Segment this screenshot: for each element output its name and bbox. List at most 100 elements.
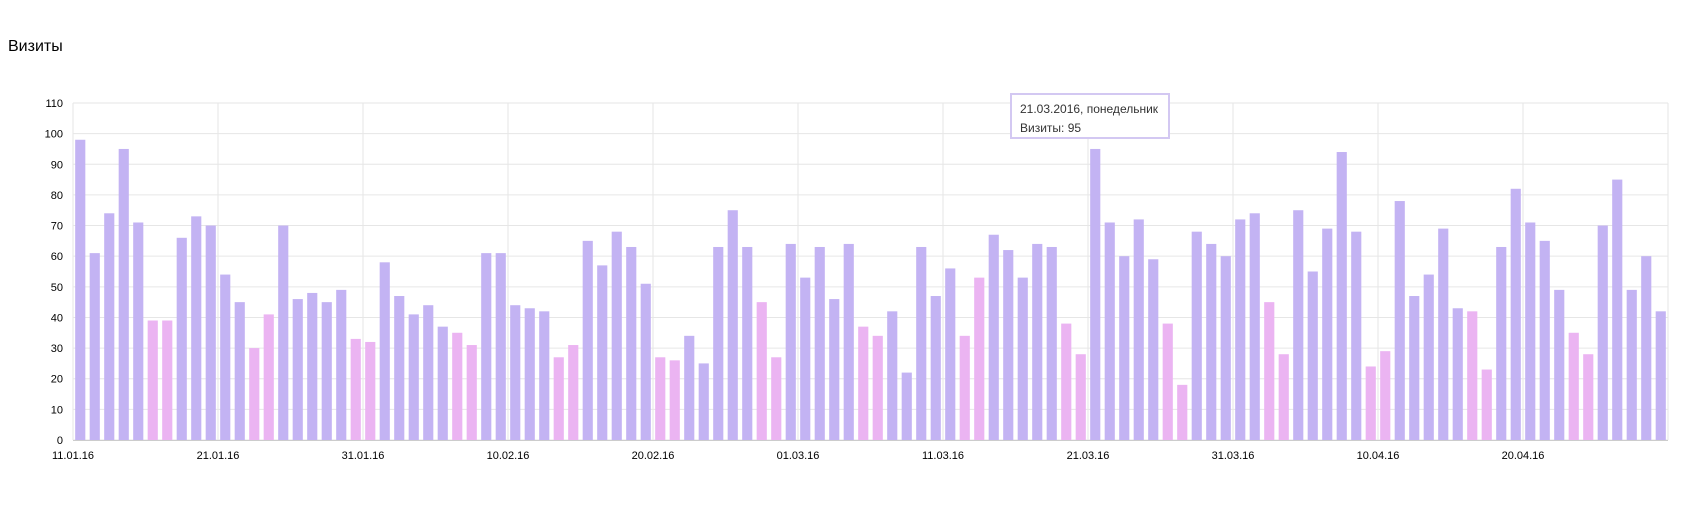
bar-83[interactable] bbox=[1278, 354, 1289, 440]
bar-31[interactable] bbox=[524, 308, 535, 440]
bar-37[interactable] bbox=[611, 231, 622, 440]
bar-65[interactable] bbox=[1017, 277, 1028, 440]
bar-92[interactable] bbox=[1409, 296, 1420, 440]
bar-50[interactable] bbox=[800, 277, 811, 440]
bar-23[interactable] bbox=[408, 314, 419, 440]
bar-84[interactable] bbox=[1293, 210, 1304, 440]
bar-16[interactable] bbox=[307, 292, 318, 440]
bar-102[interactable] bbox=[1554, 289, 1565, 440]
bar-90[interactable] bbox=[1380, 351, 1391, 440]
bar-106[interactable] bbox=[1612, 179, 1623, 440]
bar-97[interactable] bbox=[1481, 369, 1492, 440]
bar-4[interactable] bbox=[133, 222, 144, 440]
bar-77[interactable] bbox=[1191, 231, 1202, 440]
bar-46[interactable] bbox=[742, 246, 753, 440]
bar-68[interactable] bbox=[1061, 323, 1072, 440]
bar-59[interactable] bbox=[930, 296, 941, 440]
bar-79[interactable] bbox=[1220, 256, 1231, 440]
bar-103[interactable] bbox=[1568, 332, 1579, 440]
bar-60[interactable] bbox=[945, 268, 956, 440]
bar-27[interactable] bbox=[466, 345, 477, 440]
bar-6[interactable] bbox=[162, 320, 173, 440]
bar-109[interactable] bbox=[1655, 311, 1666, 440]
bar-7[interactable] bbox=[176, 237, 187, 440]
bar-24[interactable] bbox=[423, 305, 434, 440]
bar-25[interactable] bbox=[437, 326, 448, 440]
bar-69[interactable] bbox=[1075, 354, 1086, 440]
bar-71[interactable] bbox=[1104, 222, 1115, 440]
bar-0[interactable] bbox=[75, 139, 86, 440]
bar-74[interactable] bbox=[1148, 259, 1159, 440]
bar-15[interactable] bbox=[292, 299, 303, 440]
bar-67[interactable] bbox=[1046, 246, 1057, 440]
bar-75[interactable] bbox=[1162, 323, 1173, 440]
bar-45[interactable] bbox=[727, 210, 738, 440]
bar-56[interactable] bbox=[887, 311, 898, 440]
bar-98[interactable] bbox=[1496, 246, 1507, 440]
bar-52[interactable] bbox=[829, 299, 840, 440]
bar-3[interactable] bbox=[118, 148, 129, 441]
bar-33[interactable] bbox=[553, 357, 564, 440]
bar-47[interactable] bbox=[756, 302, 767, 440]
bar-63[interactable] bbox=[988, 234, 999, 440]
bar-104[interactable] bbox=[1583, 354, 1594, 440]
bar-94[interactable] bbox=[1438, 228, 1449, 440]
bar-73[interactable] bbox=[1133, 219, 1144, 440]
bar-53[interactable] bbox=[843, 243, 854, 440]
bar-57[interactable] bbox=[901, 372, 912, 440]
bar-58[interactable] bbox=[916, 246, 927, 440]
bar-78[interactable] bbox=[1206, 243, 1217, 440]
bar-96[interactable] bbox=[1467, 311, 1478, 440]
bar-81[interactable] bbox=[1249, 213, 1260, 440]
bar-88[interactable] bbox=[1351, 231, 1362, 440]
bar-34[interactable] bbox=[568, 345, 579, 440]
bar-30[interactable] bbox=[510, 305, 521, 440]
bar-82[interactable] bbox=[1264, 302, 1275, 440]
bar-107[interactable] bbox=[1626, 289, 1637, 440]
bar-62[interactable] bbox=[974, 277, 985, 440]
bar-8[interactable] bbox=[191, 216, 202, 440]
bar-36[interactable] bbox=[597, 265, 608, 440]
bar-13[interactable] bbox=[263, 314, 274, 440]
bar-91[interactable] bbox=[1394, 201, 1405, 440]
bar-85[interactable] bbox=[1307, 271, 1318, 441]
bar-101[interactable] bbox=[1539, 240, 1550, 440]
bar-38[interactable] bbox=[626, 246, 637, 440]
bar-19[interactable] bbox=[350, 338, 361, 440]
bar-51[interactable] bbox=[814, 246, 825, 440]
bar-28[interactable] bbox=[481, 253, 492, 440]
bar-86[interactable] bbox=[1322, 228, 1333, 440]
bar-48[interactable] bbox=[771, 357, 782, 440]
bar-99[interactable] bbox=[1510, 188, 1521, 440]
bar-43[interactable] bbox=[698, 363, 709, 440]
bar-93[interactable] bbox=[1423, 274, 1434, 440]
bar-66[interactable] bbox=[1032, 243, 1043, 440]
bar-108[interactable] bbox=[1641, 256, 1652, 440]
bar-41[interactable] bbox=[669, 360, 680, 440]
bar-42[interactable] bbox=[684, 335, 695, 440]
bar-89[interactable] bbox=[1365, 366, 1376, 440]
bar-17[interactable] bbox=[321, 302, 332, 440]
bar-26[interactable] bbox=[452, 332, 463, 440]
bar-95[interactable] bbox=[1452, 308, 1463, 440]
bar-10[interactable] bbox=[220, 274, 231, 440]
bar-20[interactable] bbox=[365, 341, 376, 440]
bar-44[interactable] bbox=[713, 246, 724, 440]
bar-9[interactable] bbox=[205, 225, 216, 440]
bar-64[interactable] bbox=[1003, 250, 1014, 440]
bar-61[interactable] bbox=[959, 335, 970, 440]
bar-35[interactable] bbox=[582, 240, 593, 440]
bar-40[interactable] bbox=[655, 357, 666, 440]
bar-72[interactable] bbox=[1119, 256, 1130, 440]
bar-105[interactable] bbox=[1597, 225, 1608, 440]
bar-32[interactable] bbox=[539, 311, 550, 440]
bar-55[interactable] bbox=[872, 335, 883, 440]
bar-29[interactable] bbox=[495, 253, 506, 440]
bar-80[interactable] bbox=[1235, 219, 1246, 440]
bar-14[interactable] bbox=[278, 225, 289, 440]
bar-76[interactable] bbox=[1177, 384, 1188, 440]
bar-11[interactable] bbox=[234, 302, 245, 440]
bar-87[interactable] bbox=[1336, 152, 1347, 440]
bar-70[interactable] bbox=[1090, 148, 1101, 441]
bar-39[interactable] bbox=[640, 283, 651, 440]
